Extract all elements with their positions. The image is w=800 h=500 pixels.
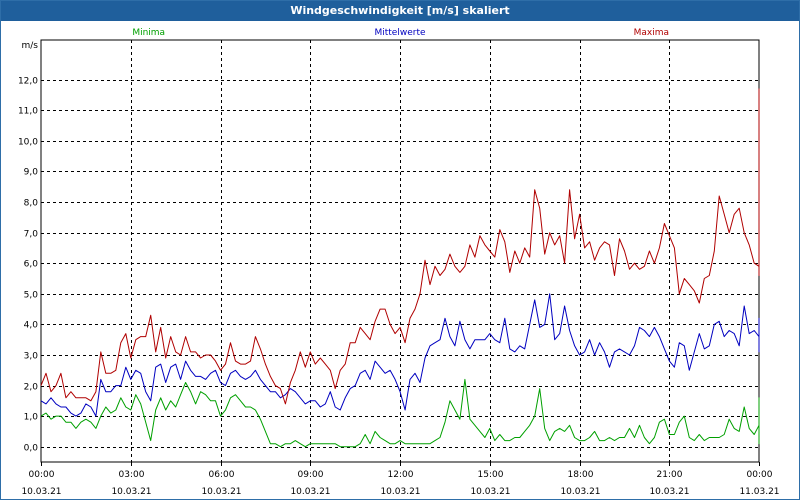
x-tick-label-time: 03:00 bbox=[119, 470, 145, 480]
y-tick-label: 3,0 bbox=[24, 352, 39, 362]
y-tick-label: 12,0 bbox=[18, 77, 38, 87]
legend-mittelwerte: Mittelwerte bbox=[374, 28, 425, 38]
x-tick-label-time: 12:00 bbox=[388, 470, 414, 480]
window-title: Windgeschwindigkeit [m/s] skaliert bbox=[1, 1, 799, 21]
y-tick-label: 4,0 bbox=[24, 321, 39, 331]
y-tick-label: 10,0 bbox=[18, 138, 38, 148]
legend-maxima: Maxima bbox=[634, 28, 669, 38]
series-line-minima bbox=[40, 378, 760, 448]
y-tick-label: 1,0 bbox=[24, 413, 39, 423]
x-tick-label-time: 15:00 bbox=[478, 470, 504, 480]
y-tick-label: 11,0 bbox=[18, 107, 38, 117]
y-tick-label: 6,0 bbox=[24, 260, 39, 270]
series-line-mittelwerte bbox=[40, 293, 760, 417]
x-tick-label-date: 10.03.21 bbox=[290, 487, 330, 497]
x-tick-label-time: 21:00 bbox=[657, 470, 683, 480]
x-tick-label-date: 10.03.21 bbox=[21, 487, 61, 497]
legend-minima: Minima bbox=[132, 28, 165, 38]
x-tick-label-date: 10.03.21 bbox=[111, 487, 151, 497]
wind-speed-chart: 0,0 1,0 2,0 3,0 4,0 5,0 6,0 7,0 8,0 9,0 10,0 11,0 12… bbox=[18, 28, 780, 497]
x-tick-label-time: 00:00 bbox=[29, 470, 55, 480]
x-tick-label-time: 18:00 bbox=[568, 470, 594, 480]
x-tick-label-time: 09:00 bbox=[298, 470, 324, 480]
y-axis-label: m/s bbox=[22, 41, 39, 51]
x-tick-label-time: 06:00 bbox=[209, 470, 235, 480]
x-tick-label-date: 10.03.21 bbox=[649, 487, 689, 497]
series-line-maxima bbox=[40, 88, 760, 405]
x-tick-label-date: 11.03.21 bbox=[739, 487, 779, 497]
x-tick-label-date: 10.03.21 bbox=[470, 487, 510, 497]
y-tick-label: 9,0 bbox=[24, 168, 39, 178]
x-tick-label-date: 10.03.21 bbox=[380, 487, 420, 497]
y-tick-label: 8,0 bbox=[24, 199, 39, 209]
x-tick-label-date: 10.03.21 bbox=[201, 487, 241, 497]
y-tick-label: 5,0 bbox=[24, 291, 39, 301]
x-tick-label-time: 00:00 bbox=[747, 470, 773, 480]
x-tick-label-date: 10.03.21 bbox=[560, 487, 600, 497]
y-tick-label: 2,0 bbox=[24, 383, 39, 393]
y-tick-label: 0,0 bbox=[24, 444, 39, 454]
y-tick-label: 7,0 bbox=[24, 230, 39, 240]
